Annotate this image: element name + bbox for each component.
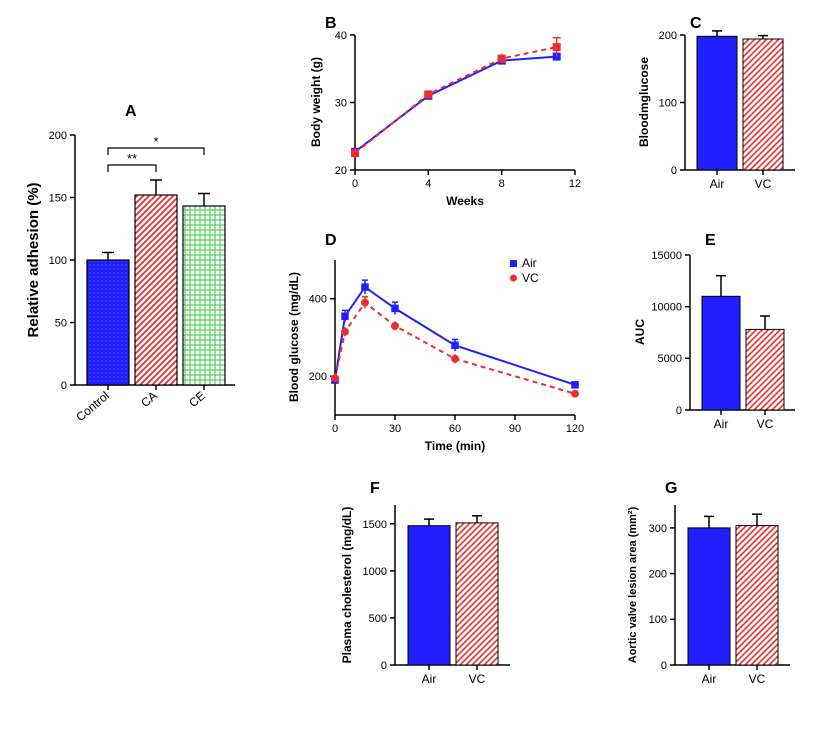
- svg-text:0: 0: [352, 178, 358, 190]
- panel-a-label: A: [125, 103, 137, 121]
- svg-text:10000: 10000: [651, 302, 682, 314]
- panel-e-ylabel: AUC: [633, 319, 647, 345]
- panel-g: G 0 100 200 300 Aortic valve lesion area…: [620, 490, 810, 710]
- sig-star-2: **: [127, 151, 137, 166]
- panel-d: D 200 400 0 30 60 90 120 Blood glucose (…: [280, 240, 590, 460]
- panel-e-label: E: [705, 232, 716, 250]
- svg-text:0: 0: [671, 165, 677, 177]
- bar-ce: [183, 206, 225, 385]
- catlabel-ce: CE: [186, 389, 208, 410]
- catlabel-e-vc: VC: [757, 417, 774, 431]
- panel-e: E 0 5000 10000 15000 AUC Air VC: [630, 240, 805, 450]
- panel-a: A: [20, 115, 250, 455]
- svg-text:5000: 5000: [658, 353, 682, 365]
- panel-a-svg: 0 50 100 150 200 Relative adhesion (%): [20, 115, 250, 455]
- svg-text:0: 0: [676, 405, 682, 417]
- panel-c-ylabel: Bloodmglucose: [637, 57, 651, 147]
- svg-text:30: 30: [389, 423, 401, 435]
- panel-d-label: D: [325, 232, 337, 250]
- catlabel-f-vc: VC: [469, 672, 486, 686]
- bar-c-air: [697, 36, 737, 170]
- svg-text:100: 100: [49, 255, 67, 267]
- svg-text:60: 60: [449, 423, 461, 435]
- bar-c-vc: [743, 39, 783, 170]
- svg-text:200: 200: [309, 371, 327, 383]
- svg-text:0: 0: [61, 380, 67, 392]
- panel-d-ylabel: Blood glucose (mg/dL): [287, 272, 301, 402]
- panel-b-svg: 20 30 40 0 4 8 12 Body weight (g) Weeks: [300, 20, 590, 210]
- svg-text:50: 50: [55, 318, 67, 330]
- catlabel-f-air: Air: [422, 672, 437, 686]
- svg-text:20: 20: [335, 165, 347, 177]
- svg-text:400: 400: [309, 294, 327, 306]
- svg-text:40: 40: [335, 30, 347, 42]
- sig-star-1: *: [153, 134, 158, 149]
- panel-b-xlabel: Weeks: [446, 194, 484, 208]
- panel-c-label: C: [690, 15, 702, 33]
- bar-g-vc: [736, 526, 778, 665]
- panel-f: F 0 500 1000 1500 Plasma cholesterol (mg…: [335, 490, 535, 710]
- svg-text:300: 300: [649, 523, 667, 535]
- svg-text:4: 4: [425, 178, 431, 190]
- svg-text:1000: 1000: [363, 566, 387, 578]
- catlabel-c-air: Air: [710, 177, 725, 191]
- catlabel-ca: CA: [138, 389, 160, 410]
- svg-text:0: 0: [381, 660, 387, 672]
- bar-g-air: [688, 528, 730, 665]
- panel-b: B 20 30 40 0 4 8 12 Body weight (g) Week…: [300, 20, 590, 210]
- legend-vc: VC: [522, 271, 539, 285]
- svg-text:12: 12: [569, 178, 581, 190]
- svg-text:0: 0: [332, 423, 338, 435]
- panel-d-xlabel: Time (min): [425, 439, 485, 453]
- svg-text:150: 150: [49, 193, 67, 205]
- legend-air: Air: [522, 256, 537, 270]
- svg-text:500: 500: [369, 613, 387, 625]
- svg-text:8: 8: [499, 178, 505, 190]
- panel-f-label: F: [370, 480, 380, 498]
- catlabel-g-vc: VC: [749, 672, 766, 686]
- panel-f-ylabel: Plasma cholesterol (mg/dL): [340, 507, 354, 664]
- bar-control: [87, 260, 129, 385]
- catlabel-c-vc: VC: [755, 177, 772, 191]
- bar-ca: [135, 195, 177, 385]
- panel-d-legend: Air VC: [510, 256, 539, 285]
- catlabel-control: Control: [73, 389, 112, 425]
- svg-text:100: 100: [649, 614, 667, 626]
- svg-text:120: 120: [566, 423, 584, 435]
- svg-text:15000: 15000: [651, 250, 682, 262]
- bar-e-vc: [746, 329, 784, 410]
- svg-text:1500: 1500: [363, 519, 387, 531]
- svg-text:200: 200: [649, 569, 667, 581]
- bar-f-air: [408, 526, 450, 665]
- svg-text:30: 30: [335, 98, 347, 110]
- svg-text:200: 200: [659, 30, 677, 42]
- panel-a-ylabel: Relative adhesion (%): [25, 182, 42, 337]
- panel-g-ylabel: Aortic valve lesion area (mm²): [627, 506, 639, 663]
- panel-b-label: B: [325, 15, 337, 33]
- svg-text:0: 0: [661, 660, 667, 672]
- bar-f-vc: [456, 523, 498, 665]
- panel-b-ylabel: Body weight (g): [309, 57, 323, 147]
- svg-text:200: 200: [49, 130, 67, 142]
- svg-text:90: 90: [509, 423, 521, 435]
- figure-grid: A: [20, 20, 820, 730]
- panel-g-label: G: [665, 480, 677, 498]
- catlabel-g-air: Air: [702, 672, 717, 686]
- catlabel-e-air: Air: [714, 417, 729, 431]
- bar-e-air: [702, 296, 740, 410]
- svg-text:100: 100: [659, 98, 677, 110]
- panel-c: C 0 100 200 Bloodmglucose Air VC: [630, 20, 805, 210]
